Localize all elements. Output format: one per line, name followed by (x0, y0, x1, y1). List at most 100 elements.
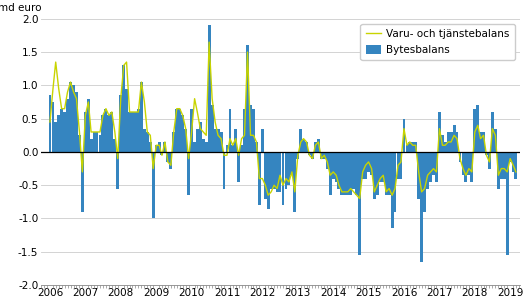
Bar (125, 89, 128, 152)
Bar (149, 142, 152, 152)
Bar (394, 152, 397, 212)
Bar (338, 152, 340, 188)
Bar (455, 132, 459, 152)
Bar (258, 152, 261, 205)
Bar (75, 92, 78, 152)
Bar (231, 145, 234, 152)
Bar (81, 152, 84, 212)
Bar (473, 109, 476, 152)
Bar (444, 142, 446, 152)
Bar (246, 45, 249, 152)
Bar (435, 152, 438, 182)
Bar (512, 152, 515, 172)
Bar (93, 132, 96, 152)
Bar (488, 152, 491, 169)
Bar (346, 152, 349, 195)
Bar (128, 112, 131, 152)
Bar (352, 152, 355, 188)
Bar (175, 109, 178, 152)
Bar (272, 152, 276, 188)
Bar (229, 109, 231, 152)
Bar (98, 135, 102, 152)
Bar (243, 109, 246, 152)
Bar (479, 132, 482, 152)
Bar (470, 152, 473, 182)
Bar (89, 139, 93, 152)
Bar (364, 152, 367, 178)
Bar (146, 132, 149, 152)
Bar (249, 105, 252, 152)
Bar (102, 115, 104, 152)
Bar (461, 152, 464, 175)
Bar (414, 142, 417, 152)
Bar (361, 152, 364, 178)
Bar (193, 142, 196, 152)
Bar (255, 142, 258, 152)
Bar (355, 152, 358, 195)
Bar (412, 142, 414, 152)
Bar (264, 152, 267, 198)
Bar (96, 132, 98, 152)
Bar (104, 109, 107, 152)
Bar (134, 112, 137, 152)
Bar (122, 66, 125, 152)
Bar (87, 99, 90, 152)
Bar (320, 152, 323, 159)
Bar (376, 152, 379, 195)
Bar (202, 139, 205, 152)
Bar (397, 152, 399, 178)
Bar (296, 152, 299, 159)
Bar (137, 109, 140, 152)
Bar (267, 152, 270, 208)
Bar (326, 152, 329, 169)
Bar (385, 152, 388, 195)
Bar (169, 152, 172, 169)
Bar (205, 142, 208, 152)
Bar (223, 152, 225, 188)
Bar (506, 152, 509, 255)
Bar (349, 152, 352, 195)
Bar (190, 109, 193, 152)
Bar (323, 152, 326, 159)
Bar (370, 152, 373, 175)
Text: md euro: md euro (0, 4, 41, 14)
Bar (497, 152, 500, 188)
Bar (220, 132, 223, 152)
Bar (485, 152, 488, 155)
Bar (285, 152, 287, 188)
Bar (60, 109, 63, 152)
Bar (332, 152, 335, 178)
Bar (373, 152, 376, 198)
Bar (311, 152, 314, 159)
Bar (270, 152, 272, 188)
Bar (72, 85, 75, 152)
Bar (406, 145, 408, 152)
Bar (140, 82, 143, 152)
Bar (78, 135, 81, 152)
Bar (503, 152, 506, 178)
Bar (438, 112, 441, 152)
Bar (382, 152, 385, 182)
Bar (343, 152, 346, 195)
Bar (308, 152, 311, 155)
Bar (51, 102, 54, 152)
Bar (476, 105, 479, 152)
Bar (453, 125, 455, 152)
Bar (69, 82, 72, 152)
Bar (491, 112, 494, 152)
Bar (199, 122, 202, 152)
Bar (281, 152, 285, 205)
Bar (446, 132, 450, 152)
Bar (305, 142, 308, 152)
Bar (261, 129, 264, 152)
Bar (172, 132, 175, 152)
Bar (214, 129, 216, 152)
Bar (49, 95, 51, 152)
Bar (225, 145, 229, 152)
Bar (276, 152, 279, 192)
Bar (294, 152, 296, 212)
Bar (178, 109, 181, 152)
Bar (196, 129, 199, 152)
Bar (84, 112, 87, 152)
Bar (450, 132, 452, 152)
